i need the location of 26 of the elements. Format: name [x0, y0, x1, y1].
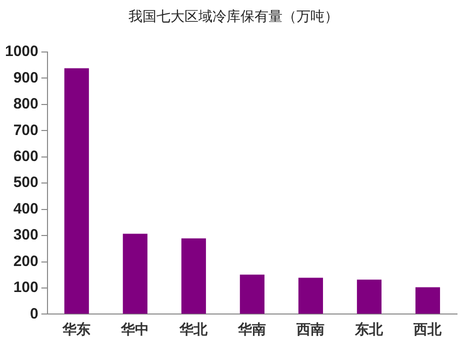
- y-tick-label: 800: [13, 96, 38, 113]
- y-tick-label: 1000: [4, 43, 38, 60]
- x-tick-label: 华中: [120, 322, 150, 338]
- bar: [356, 280, 382, 314]
- y-tick-label: 400: [13, 200, 38, 218]
- bar: [64, 68, 89, 314]
- y-tick-label: 200: [13, 252, 38, 270]
- y-tick-label: 700: [13, 122, 38, 139]
- x-tick-label: 东北: [354, 321, 384, 338]
- y-tick-label: 0: [30, 305, 38, 322]
- y-tick-label: 600: [13, 148, 38, 166]
- bar: [122, 234, 148, 314]
- x-tick-label: 华南: [237, 322, 266, 338]
- y-tick-label: 100: [13, 279, 38, 296]
- x-tick-label: 西北: [412, 322, 443, 338]
- y-tick-label: 900: [13, 69, 38, 86]
- bar: [240, 274, 264, 314]
- bar: [415, 287, 440, 314]
- chart-title: 我国七大区域冷库保有量（万吨）: [128, 8, 340, 26]
- y-tick-label: 500: [13, 174, 38, 192]
- x-tick-label: 华北: [178, 322, 209, 338]
- bar: [181, 238, 206, 314]
- x-tick-label: 华东: [62, 321, 91, 338]
- bar: [298, 278, 323, 314]
- y-tick-label: 300: [13, 226, 38, 244]
- x-tick-label: 西南: [296, 322, 325, 338]
